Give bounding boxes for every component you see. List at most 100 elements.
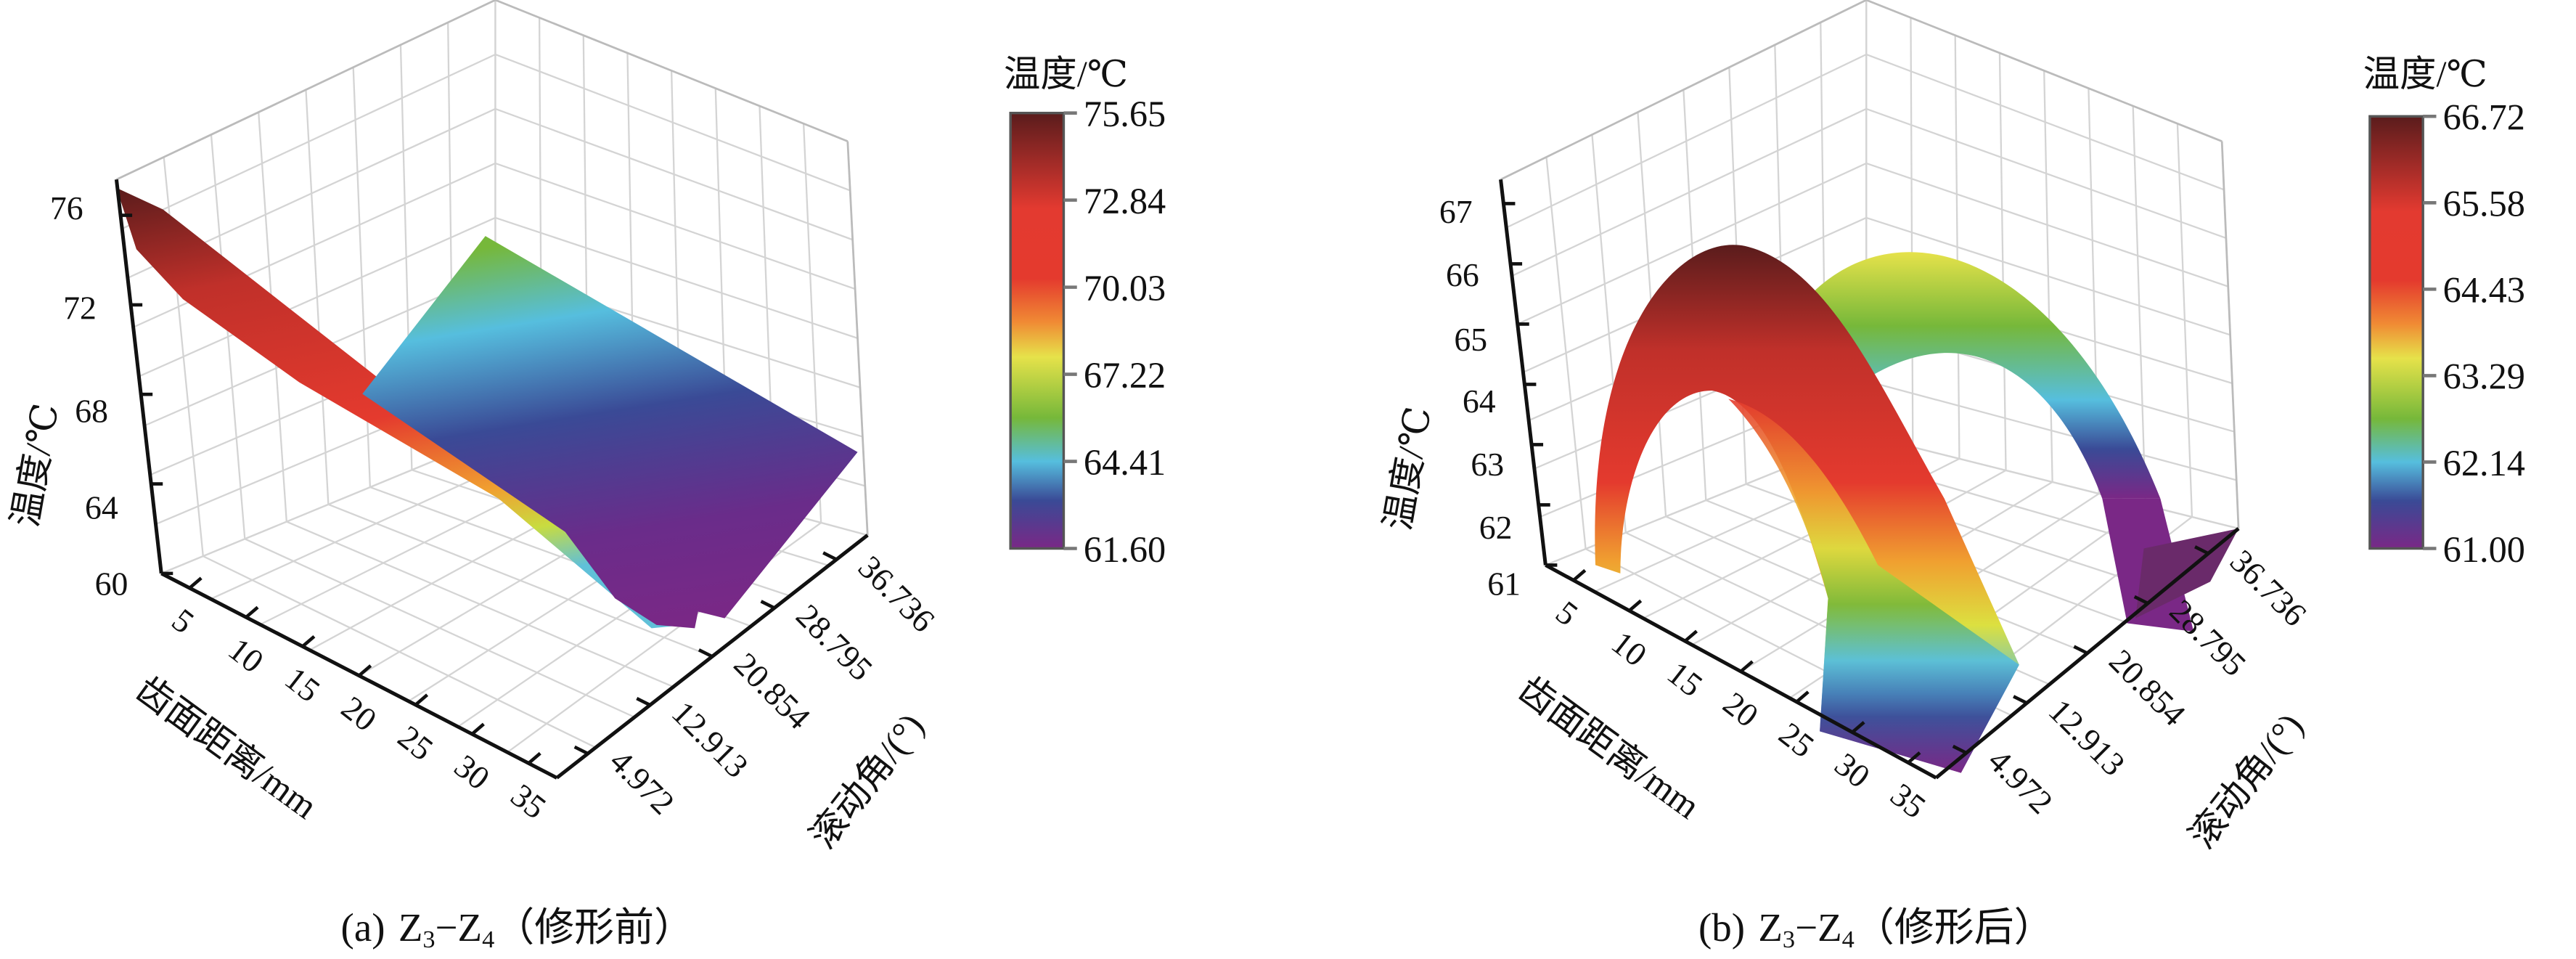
y-tick-label: 4.972 bbox=[1981, 742, 2060, 821]
y-tick-mark bbox=[2194, 545, 2209, 555]
z-axis-title: 温度/℃ bbox=[4, 401, 66, 530]
y-tick-mark bbox=[2073, 645, 2088, 655]
z-tick: 72 bbox=[63, 290, 97, 327]
x-tick-mark bbox=[527, 751, 541, 765]
y-tick-label: 20.854 bbox=[727, 645, 818, 736]
colorbar-tick-label: 72.84 bbox=[1084, 181, 1166, 221]
grid-line bbox=[352, 67, 372, 488]
y-tick-mark bbox=[760, 600, 775, 610]
y-tick-label: 12.913 bbox=[2042, 692, 2133, 783]
z-tick: 67 bbox=[1439, 193, 1473, 230]
z-tick: 60 bbox=[95, 566, 128, 603]
colorbar-tick-label: 64.43 bbox=[2443, 270, 2525, 311]
panel-b-axes bbox=[1499, 179, 2240, 780]
x-tick-mark bbox=[301, 634, 316, 648]
x-tick-label: 10 bbox=[1605, 624, 1653, 673]
x-tick-mark bbox=[245, 605, 259, 619]
caption-a: (a) Z3−Z4（修形前） bbox=[341, 905, 694, 953]
z-tick: 61 bbox=[1487, 566, 1521, 603]
y-axis-title: 滚动角/(°) bbox=[2181, 706, 2311, 856]
colorbar-tick-label: 61.00 bbox=[2443, 529, 2525, 570]
x-tick-label: 25 bbox=[1772, 715, 1821, 764]
caption-b: (b) Z3−Z4（修形后） bbox=[1698, 905, 2054, 953]
z-axis-title: 温度/℃ bbox=[1377, 404, 1439, 533]
x-tick-label: 25 bbox=[391, 718, 440, 767]
panel-b-surface-ribbon bbox=[1728, 399, 2019, 773]
z-axis-line bbox=[1499, 179, 1547, 566]
y-tick-mark bbox=[2013, 695, 2028, 705]
colorbar-tick-label: 62.14 bbox=[2443, 443, 2525, 483]
x-tick-mark bbox=[470, 722, 485, 735]
colorbar-tick-label: 70.03 bbox=[1084, 268, 1166, 309]
colorbar-tick-label: 75.65 bbox=[1084, 94, 1166, 134]
y-tick-label: 20.854 bbox=[2102, 642, 2193, 732]
box-edge bbox=[494, 0, 849, 142]
x-tick-label: 20 bbox=[335, 689, 383, 738]
x-tick-mark bbox=[1684, 629, 1698, 642]
z-tick: 76 bbox=[50, 189, 83, 227]
x-tick-mark bbox=[1572, 568, 1587, 582]
x-tick-label: 30 bbox=[448, 747, 496, 796]
z-tick: 66 bbox=[1446, 256, 1479, 293]
z-tick: 63 bbox=[1471, 446, 1504, 483]
x-tick-label: 35 bbox=[1884, 776, 1932, 825]
x-tick-label: 5 bbox=[165, 601, 201, 640]
z-tick: 64 bbox=[85, 489, 118, 526]
x-tick-label: 20 bbox=[1717, 685, 1765, 734]
grid-line bbox=[1865, 380, 2237, 481]
colorbar-tick-label: 63.29 bbox=[2443, 356, 2525, 397]
colorbar-tick-label: 67.22 bbox=[1084, 355, 1166, 396]
x-tick-mark bbox=[188, 576, 203, 589]
x-tick-label: 30 bbox=[1828, 746, 1876, 795]
x-tick-label: 15 bbox=[1661, 654, 1709, 703]
y-tick-label: 36.736 bbox=[2223, 542, 2314, 633]
y-tick-label: 28.795 bbox=[2162, 592, 2253, 683]
colorbar-tick-label: 66.72 bbox=[2443, 97, 2525, 138]
grid-line bbox=[2043, 70, 2053, 482]
panel-b-surface-back-arch bbox=[1803, 252, 2161, 499]
y-tick-mark bbox=[698, 648, 713, 658]
box-edge bbox=[2220, 141, 2240, 529]
box-edge bbox=[846, 141, 869, 536]
x-tick-mark bbox=[414, 693, 429, 706]
box-edge bbox=[1865, 0, 2223, 142]
grid-line bbox=[1865, 434, 2239, 530]
colorbar-tick-label: 64.41 bbox=[1084, 442, 1166, 483]
z-tick: 64 bbox=[1463, 383, 1496, 420]
x-tick-mark bbox=[358, 664, 372, 677]
colorbar-title: 温度/℃ bbox=[2363, 54, 2487, 94]
colorbar bbox=[2368, 115, 2424, 550]
colorbar-tick-label: 65.58 bbox=[2443, 184, 2525, 224]
y-tick-mark bbox=[573, 745, 589, 756]
y-tick-label: 4.972 bbox=[602, 743, 682, 822]
x-tick-label: 10 bbox=[221, 630, 270, 680]
x-tick-label: 5 bbox=[1549, 593, 1585, 632]
z-tick: 68 bbox=[75, 393, 108, 430]
z-tick: 65 bbox=[1454, 321, 1487, 358]
panel-a-axes bbox=[114, 179, 869, 780]
grid-line bbox=[2132, 105, 2146, 506]
y-tick-label: 12.913 bbox=[665, 694, 756, 785]
y-tick-mark bbox=[636, 696, 651, 707]
y-axis-title: 滚动角/(°) bbox=[802, 706, 932, 856]
grid-line bbox=[305, 89, 330, 505]
z-axis-line bbox=[114, 179, 163, 574]
x-tick-mark bbox=[1739, 660, 1754, 673]
box-edge bbox=[1500, 0, 1867, 181]
x-tick-label: 15 bbox=[278, 659, 327, 709]
box-edge bbox=[115, 0, 496, 181]
y-tick-mark bbox=[1952, 744, 1968, 755]
colorbar-tick-label: 61.60 bbox=[1084, 529, 1166, 570]
x-tick-label: 35 bbox=[504, 776, 553, 825]
x-tick-mark bbox=[1907, 751, 1921, 764]
panel-a-surface-plane bbox=[362, 236, 858, 629]
colorbar bbox=[1009, 111, 1066, 550]
colorbar-title: 温度/℃ bbox=[1004, 54, 1128, 94]
grid-line bbox=[2176, 123, 2193, 518]
x-tick-mark bbox=[1795, 690, 1810, 703]
y-tick-label: 36.736 bbox=[851, 548, 942, 639]
